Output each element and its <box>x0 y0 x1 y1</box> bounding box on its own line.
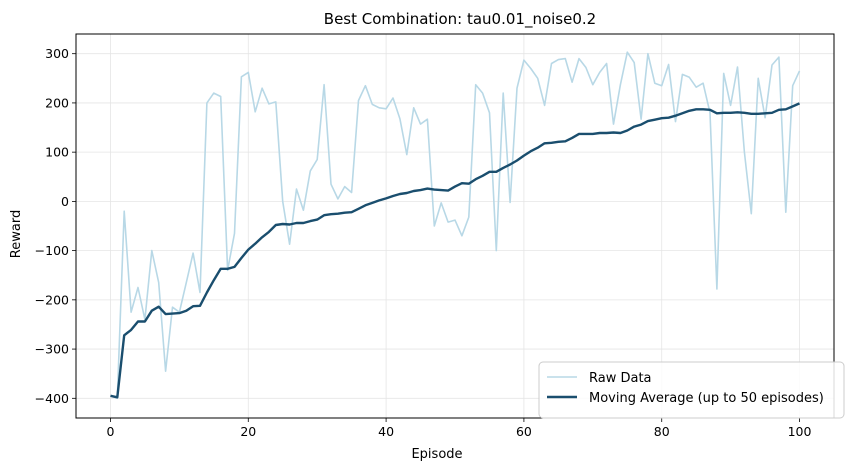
x-tick-label: 100 <box>788 424 812 439</box>
axis-ticks: 0 20 40 60 80 100 −400 −300 −200 −100 0 100 200 300 <box>35 46 812 439</box>
x-axis-label: Episode <box>411 447 462 462</box>
moving-average-line <box>110 102 800 399</box>
chart-title: Best Combination: tau0.01_noise0.2 <box>324 10 596 29</box>
grid <box>76 34 834 418</box>
raw-data-line <box>110 51 801 400</box>
legend: Raw Data Moving Average (up to 50 episod… <box>538 361 845 419</box>
y-tick-label: 200 <box>45 95 69 110</box>
x-tick-label: 80 <box>654 424 670 439</box>
y-tick-label: −300 <box>35 342 69 357</box>
x-tick-label: 20 <box>240 424 256 439</box>
y-axis-label: Reward <box>9 210 24 258</box>
x-tick-label: 60 <box>516 424 532 439</box>
plot-series <box>110 51 801 400</box>
plot-frame <box>75 33 835 419</box>
y-tick-label: 0 <box>61 194 69 209</box>
legend-label-raw-data: Raw Data <box>589 371 652 386</box>
x-tick-label: 40 <box>378 424 394 439</box>
y-tick-label: 300 <box>45 46 69 61</box>
x-tick-label: 0 <box>106 424 114 439</box>
legend-label-moving-average: Moving Average (up to 50 episodes) <box>589 391 824 406</box>
legend-box <box>538 361 845 419</box>
y-tick-label: −400 <box>35 391 69 406</box>
y-tick-label: −100 <box>35 243 69 258</box>
y-tick-label: −200 <box>35 292 69 307</box>
y-tick-label: 100 <box>45 145 69 160</box>
